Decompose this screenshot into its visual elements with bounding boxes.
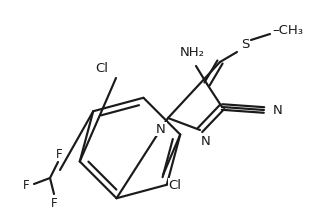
Text: N: N: [201, 135, 211, 147]
Text: N: N: [273, 103, 283, 117]
Text: N: N: [156, 123, 166, 135]
Text: F: F: [23, 178, 29, 192]
Text: Cl: Cl: [96, 61, 109, 75]
Text: –CH₃: –CH₃: [273, 24, 303, 36]
Text: F: F: [51, 196, 57, 210]
Text: F: F: [56, 147, 62, 161]
Text: NH₂: NH₂: [180, 46, 205, 59]
Text: S: S: [241, 38, 249, 50]
Text: Cl: Cl: [169, 178, 182, 192]
